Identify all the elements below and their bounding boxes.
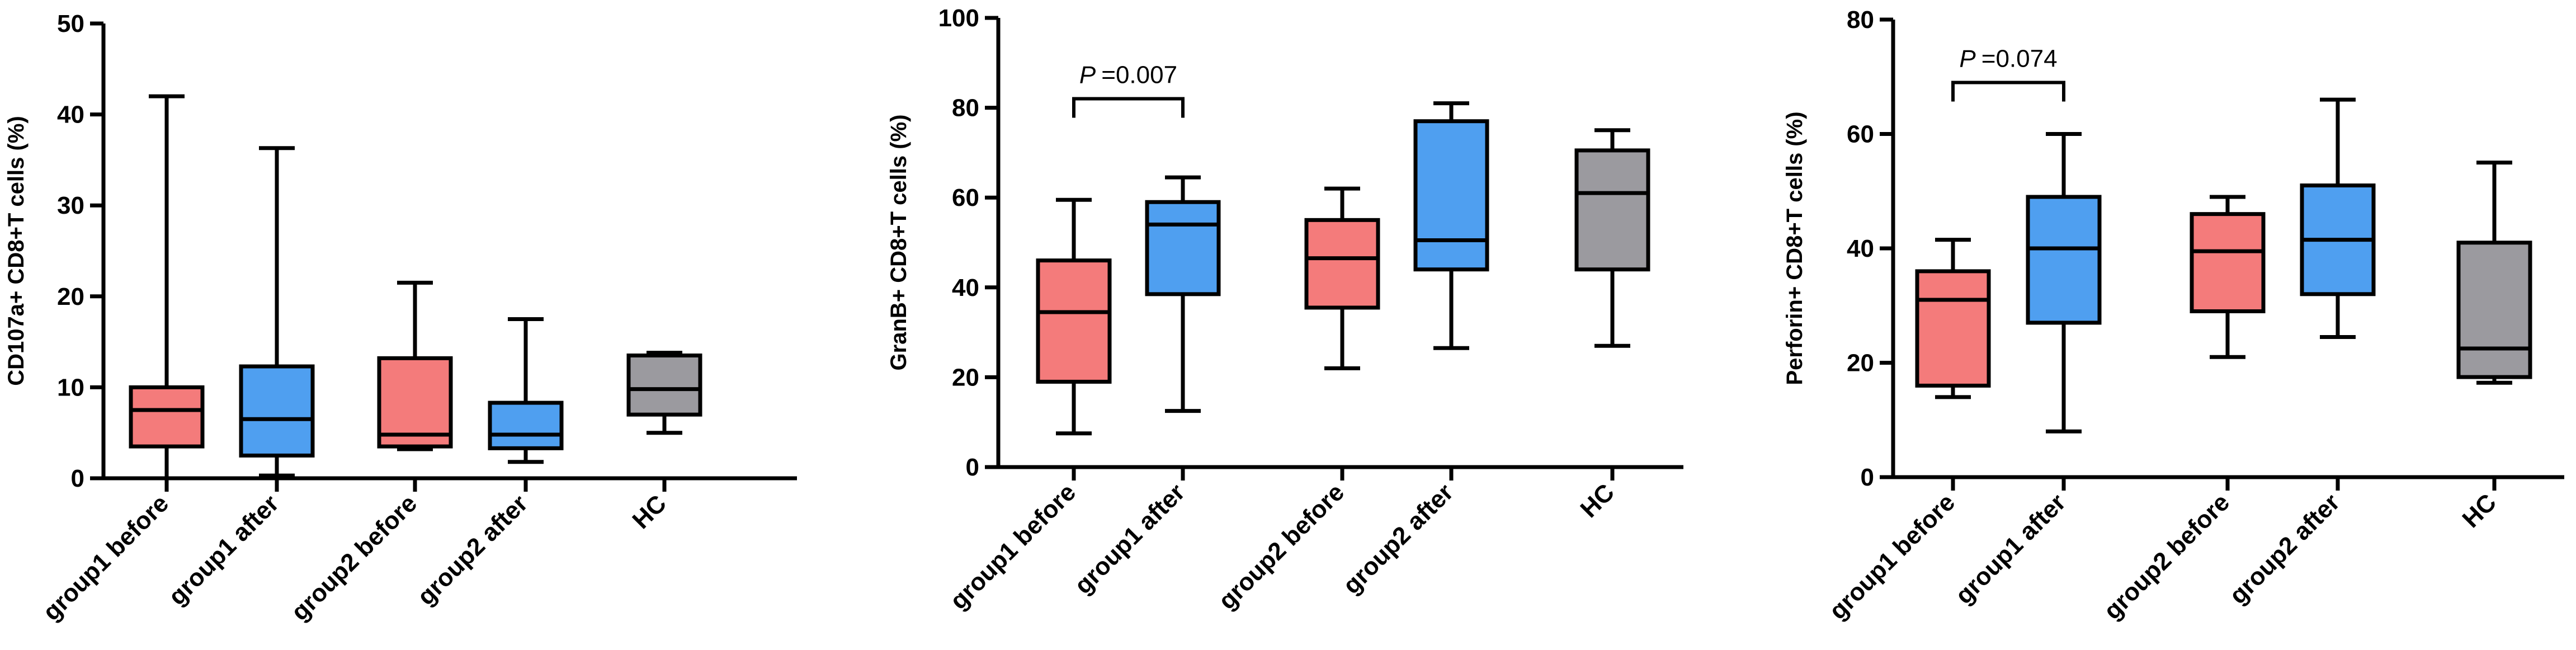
- y-axis-title: CD107a+ CD8+T cells (%): [4, 116, 29, 385]
- iqr-box: [1574, 148, 1650, 272]
- x-category-label: group1 before: [1824, 488, 1960, 625]
- x-category-label: group1 before: [37, 489, 174, 626]
- iqr-box: [1036, 258, 1112, 384]
- x-category-label: group1 after: [1069, 478, 1190, 599]
- iqr-box: [626, 353, 702, 417]
- iqr-box: [1413, 119, 1489, 272]
- y-tick-label: 0: [1861, 464, 1874, 491]
- y-tick-label: 40: [1847, 235, 1874, 262]
- y-tick-label: 80: [1847, 6, 1874, 34]
- box-group2-before: [377, 280, 453, 451]
- box-group1-before: [129, 94, 205, 481]
- x-category-label: group2 after: [1338, 478, 1459, 599]
- x-category-label: group2 before: [2098, 488, 2235, 625]
- p-symbol: P: [1079, 62, 1096, 89]
- y-tick-label: 0: [71, 465, 84, 492]
- iqr-box: [1915, 269, 1991, 388]
- box-group2-after: [488, 317, 564, 464]
- y-tick-label: 60: [952, 184, 979, 211]
- y-tick-label: 40: [57, 101, 84, 129]
- y-axis-title: Perforin+ CD8+T cells (%): [1782, 111, 1807, 385]
- iqr-box: [2026, 195, 2102, 325]
- bracket-line: [1072, 97, 1185, 118]
- x-category-label: group2 before: [1213, 478, 1350, 615]
- chart-panel-3: 0 20 40 60 80 Perforin+ CD8+T cells (%) group1…: [1782, 6, 2564, 625]
- box-hc: [2456, 161, 2532, 385]
- y-tick-label: 10: [57, 374, 84, 401]
- significance-bracket: P =0.007: [1072, 62, 1185, 118]
- box-group1-before: [1036, 197, 1112, 436]
- y-tick-label: 20: [1847, 350, 1874, 377]
- iqr-box: [1304, 218, 1380, 310]
- y-tick-label: 100: [938, 4, 979, 32]
- x-category-label: group2 after: [412, 489, 533, 610]
- box-group2-before: [1304, 186, 1380, 370]
- x-category-label: group2 after: [2224, 488, 2345, 609]
- x-category-label: HC: [1575, 478, 1620, 523]
- chart-panel-1: 0 10 20 30 40 50 CD107a+ CD8+T cells (%) group1…: [4, 10, 797, 626]
- iqr-box: [377, 356, 453, 449]
- box-group1-after: [1145, 175, 1221, 413]
- x-category-label: HC: [2457, 488, 2502, 533]
- y-tick-label: 20: [952, 364, 979, 391]
- x-category-label: HC: [627, 489, 672, 534]
- y-tick-label: 20: [57, 283, 84, 310]
- y-tick-label: 80: [952, 95, 979, 122]
- box-group2-before: [2190, 195, 2266, 359]
- y-tick-label: 0: [966, 454, 979, 481]
- box-group1-after: [2026, 132, 2102, 434]
- iqr-box: [2190, 212, 2266, 313]
- p-value: =0.074: [1981, 45, 2058, 72]
- p-symbol: P: [1959, 45, 1976, 72]
- box-group1-before: [1915, 238, 1991, 399]
- x-category-label: group1 before: [945, 478, 1081, 615]
- box-group2-after: [2300, 97, 2376, 339]
- iqr-box: [488, 401, 564, 450]
- box-group1-after: [239, 146, 315, 478]
- p-value-label: P =0.007: [1079, 62, 1177, 89]
- y-tick-label: 30: [57, 192, 84, 219]
- chart-panel-2: 0 20 40 60 80 100 GranB+ CD8+T cells (%) group1…: [886, 4, 1683, 615]
- box-hc: [1574, 128, 1650, 348]
- y-axis-title: GranB+ CD8+T cells (%): [886, 115, 911, 371]
- box-hc: [626, 351, 702, 435]
- x-category-label: group2 before: [286, 489, 422, 626]
- significance-bracket: P =0.074: [1951, 45, 2065, 102]
- box-group2-after: [1413, 101, 1489, 350]
- p-value: =0.007: [1101, 62, 1177, 89]
- p-value-label: P =0.074: [1959, 45, 2057, 72]
- bracket-line: [1951, 81, 2065, 102]
- y-tick-label: 60: [1847, 121, 1874, 148]
- iqr-box: [129, 385, 205, 449]
- x-category-label: group1 after: [1950, 488, 2071, 609]
- x-category-label: group1 after: [163, 489, 284, 610]
- iqr-box: [2456, 241, 2532, 379]
- iqr-box: [1145, 200, 1221, 296]
- y-tick-label: 50: [57, 10, 84, 37]
- y-tick-label: 40: [952, 274, 979, 302]
- iqr-box: [239, 364, 315, 458]
